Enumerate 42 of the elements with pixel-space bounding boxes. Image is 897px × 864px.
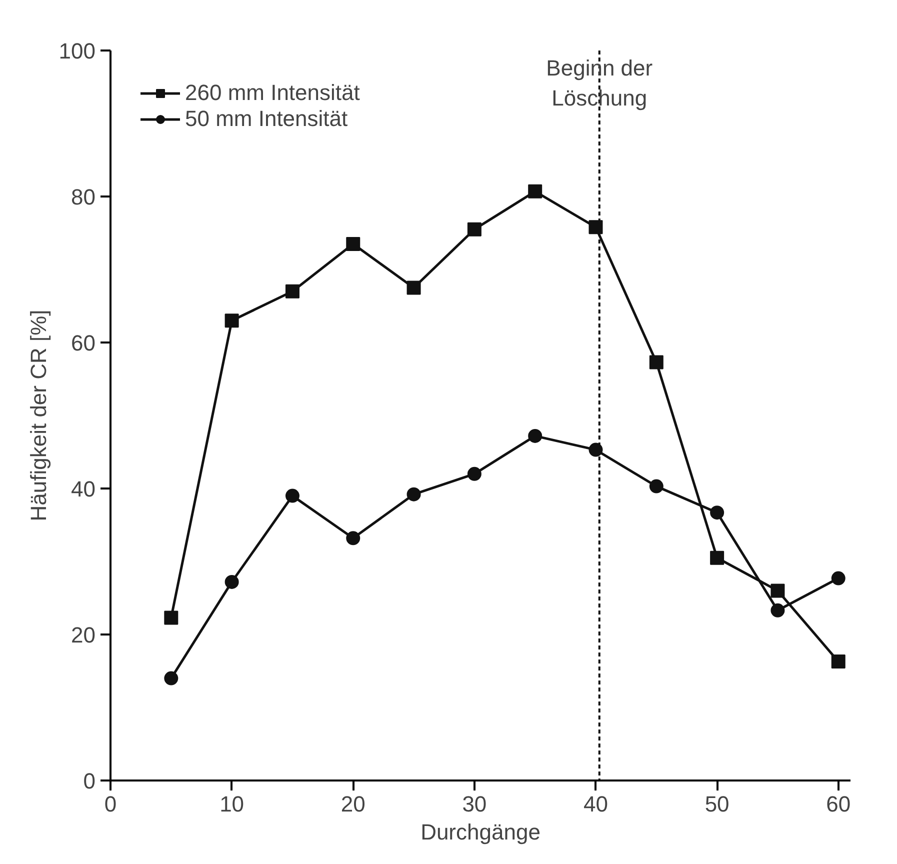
point: [649, 479, 664, 494]
x-axis-title: Durchgänge: [420, 820, 540, 844]
point: [346, 236, 360, 251]
y-tick-label: 80: [71, 184, 96, 210]
point: [770, 603, 785, 618]
y-tick-label: 60: [71, 330, 96, 356]
point: [285, 488, 300, 503]
point: [649, 355, 664, 370]
x-tick-label: 10: [220, 792, 244, 816]
legend-label: 260 mm Intensität: [185, 80, 360, 106]
point: [406, 487, 421, 502]
x-tick-label: 0: [104, 792, 117, 816]
legend-label: 50 mm Intensität: [185, 106, 348, 132]
point: [831, 571, 846, 586]
y-tick-label: 40: [71, 476, 96, 502]
point: [346, 531, 360, 546]
point: [467, 222, 482, 236]
point: [588, 442, 603, 457]
point: [164, 610, 178, 625]
ref-line-label: Beginn der Löschung: [546, 56, 653, 110]
point: [831, 654, 846, 669]
point: [224, 314, 239, 328]
y-tick-label: 0: [83, 768, 96, 794]
x-tick-label: 40: [584, 792, 608, 816]
point: [224, 574, 239, 589]
point: [770, 584, 785, 598]
y-tick-label: 100: [58, 38, 96, 64]
x-tick-label: 60: [826, 792, 851, 816]
y-tick-label: 20: [71, 622, 96, 648]
x-tick-label: 30: [462, 792, 487, 816]
point: [710, 506, 724, 520]
point: [406, 280, 421, 295]
point: [467, 466, 482, 481]
point: [528, 428, 542, 443]
x-tick-label: 50: [704, 792, 730, 816]
point: [164, 671, 178, 686]
point: [285, 284, 300, 298]
x-tick-label: 20: [340, 792, 366, 816]
y-axis-title: Häufigkeit der CR [%]: [26, 310, 51, 522]
point: [710, 550, 724, 565]
point: [588, 220, 603, 234]
point: [528, 184, 542, 198]
